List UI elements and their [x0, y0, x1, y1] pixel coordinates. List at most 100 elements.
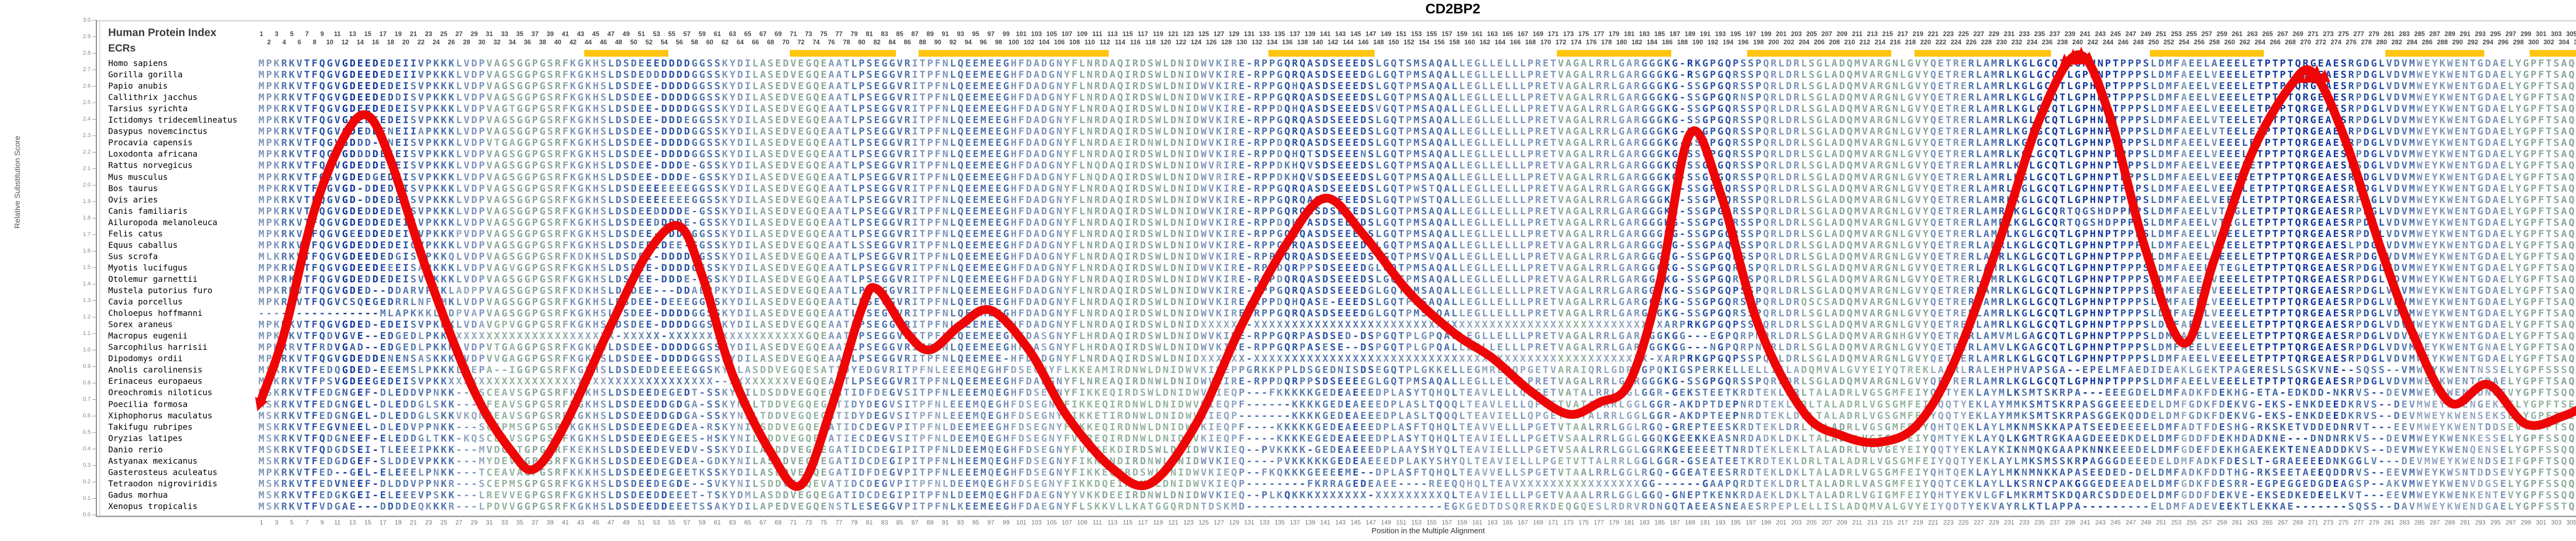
residue: E	[821, 58, 827, 69]
residue: P	[1269, 126, 1275, 138]
residue: K	[585, 58, 591, 69]
residue: R	[281, 182, 287, 194]
residue: Y	[730, 114, 736, 126]
residue: I	[1223, 171, 1230, 183]
residue: S	[1405, 58, 1412, 69]
residue: E	[2219, 160, 2225, 172]
residue: N	[2462, 171, 2468, 183]
residue: G	[1702, 171, 1708, 183]
position-number: 15	[364, 30, 371, 38]
residue: G	[2074, 92, 2081, 104]
residue: A	[828, 160, 835, 172]
residue: E	[798, 103, 804, 115]
residue: P	[2135, 148, 2142, 160]
residue: G	[524, 114, 531, 126]
residue: S	[547, 58, 553, 69]
residue: M	[1991, 182, 1997, 194]
residue: I	[410, 69, 417, 81]
residue: T	[2272, 80, 2278, 92]
residue: S	[1421, 92, 1427, 104]
residue: P	[927, 126, 934, 138]
residue: G	[1383, 182, 1389, 194]
position-number: 49	[622, 30, 630, 38]
residue: L	[1162, 194, 1169, 206]
residue: E	[995, 148, 1002, 160]
position-number: 289	[2444, 30, 2455, 38]
residue: R	[1733, 126, 1739, 138]
residue: Q	[813, 80, 819, 92]
residue: P	[858, 171, 865, 183]
residue: G	[1618, 194, 1625, 206]
species-label: Equus caballus	[108, 240, 178, 250]
residue: F	[2173, 69, 2180, 81]
residue: G	[1474, 148, 1481, 160]
position-number: 212	[1859, 39, 1871, 46]
residue: G	[1672, 160, 1678, 172]
residue: E	[638, 160, 645, 172]
residue: M	[2409, 92, 2415, 104]
residue: R	[1877, 126, 1883, 138]
y-tick-label: 2.8	[82, 50, 91, 56]
residue: G	[342, 171, 348, 183]
residue: G	[2371, 58, 2377, 69]
residue: P	[1709, 58, 1716, 69]
position-number: 267	[2277, 30, 2289, 38]
residue: G	[1277, 126, 1283, 138]
residue: F	[311, 137, 318, 149]
residue: H	[1010, 114, 1017, 126]
position-number: 172	[1555, 39, 1567, 46]
residue: V	[1208, 126, 1214, 138]
residue: V	[418, 137, 424, 149]
residue: S	[866, 137, 873, 149]
residue: A	[2493, 103, 2499, 115]
residue: D	[615, 58, 622, 69]
position-number: 140	[1312, 39, 1324, 46]
residue: E	[2424, 171, 2430, 183]
residue: S	[600, 148, 606, 160]
residue: -	[691, 171, 698, 183]
residue: V	[2401, 80, 2408, 92]
residue: L	[1976, 171, 1982, 183]
position-number: 167	[1517, 30, 1529, 38]
residue: K	[2013, 137, 2020, 149]
residue: L	[2029, 182, 2035, 194]
residue: G	[2371, 182, 2377, 194]
residue: R	[281, 137, 287, 149]
residue: L	[456, 80, 462, 92]
residue: P	[479, 205, 485, 217]
residue: G	[2021, 92, 2028, 104]
residue: M	[2409, 103, 2415, 115]
residue: L	[1162, 58, 1169, 69]
residue: Y	[2432, 114, 2438, 126]
residue: D	[1193, 160, 1199, 172]
residue: P	[532, 160, 538, 172]
residue: S	[1330, 182, 1336, 194]
residue: R	[1793, 194, 1800, 206]
residue: E	[874, 114, 880, 126]
residue: P	[858, 137, 865, 149]
residue: P	[479, 69, 485, 81]
residue: N	[1892, 103, 1899, 115]
residue: R	[1770, 58, 1777, 69]
residue: T	[1398, 103, 1404, 115]
residue: L	[950, 69, 956, 81]
residue: D	[1041, 114, 1047, 126]
residue: A	[2181, 103, 2187, 115]
residue: L	[1588, 182, 1595, 194]
residue: A	[1869, 80, 1876, 92]
residue: D	[387, 58, 394, 69]
residue: W	[2447, 126, 2453, 138]
residue: A	[2493, 171, 2499, 183]
residue: R	[1953, 80, 1959, 92]
residue: A	[836, 69, 842, 81]
residue: L	[1162, 69, 1169, 81]
residue: E	[988, 126, 994, 138]
residue: T	[1398, 80, 1404, 92]
residue: Q	[2052, 103, 2058, 115]
residue: D	[365, 126, 371, 138]
residue: Q	[1299, 92, 1306, 104]
residue: G	[342, 148, 348, 160]
residue: P	[1755, 137, 1761, 149]
residue: E	[2196, 92, 2202, 104]
residue: D	[365, 182, 371, 194]
